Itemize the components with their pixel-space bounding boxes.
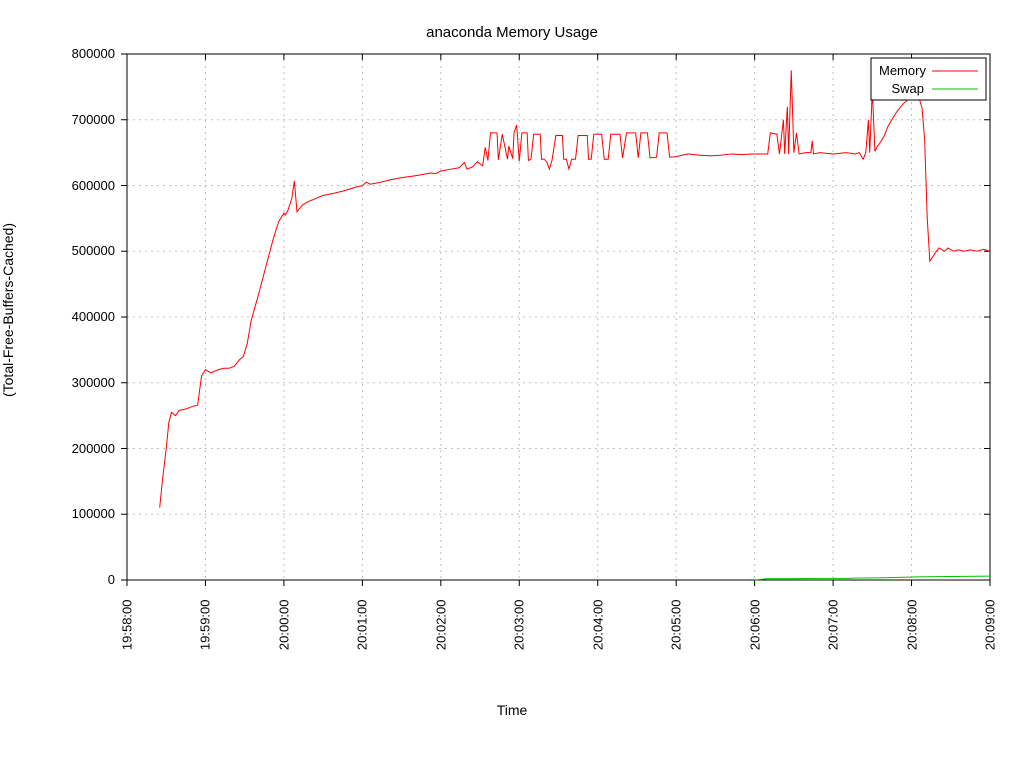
x-tick-label: 20:09:00 <box>983 600 998 680</box>
series-swap <box>755 576 990 580</box>
legend-label: Swap <box>879 81 924 96</box>
y-tick-label: 700000 <box>45 112 115 127</box>
y-tick-label: 100000 <box>45 506 115 521</box>
x-tick-label: 20:05:00 <box>669 600 684 680</box>
y-tick-label: 800000 <box>45 46 115 61</box>
x-tick-label: 19:58:00 <box>120 600 135 680</box>
y-tick-label: 200000 <box>45 441 115 456</box>
x-tick-label: 20:03:00 <box>512 600 527 680</box>
y-tick-label: 0 <box>45 572 115 587</box>
x-tick-label: 20:06:00 <box>747 600 762 680</box>
y-tick-label: 300000 <box>45 375 115 390</box>
x-tick-label: 20:02:00 <box>433 600 448 680</box>
y-tick-label: 500000 <box>45 243 115 258</box>
x-tick-label: 20:07:00 <box>826 600 841 680</box>
x-tick-label: 20:04:00 <box>590 600 605 680</box>
x-tick-label: 19:59:00 <box>198 600 213 680</box>
y-tick-label: 600000 <box>45 178 115 193</box>
legend-label: Memory <box>879 63 924 78</box>
y-tick-label: 400000 <box>45 309 115 324</box>
x-tick-label: 20:00:00 <box>276 600 291 680</box>
x-tick-label: 20:08:00 <box>904 600 919 680</box>
x-tick-label: 20:01:00 <box>355 600 370 680</box>
